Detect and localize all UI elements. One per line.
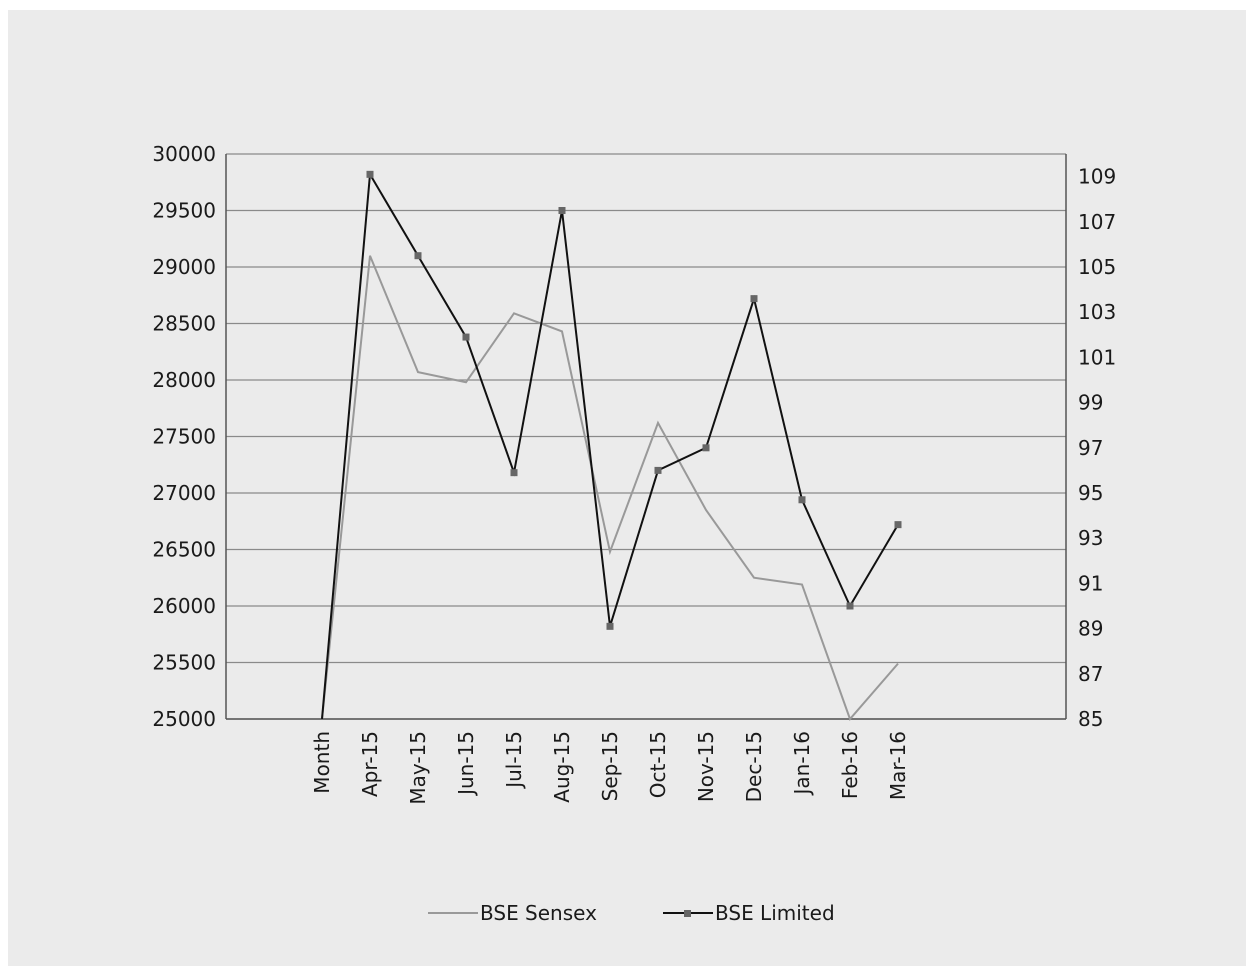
x-tick-label: Jan-16 — [790, 731, 814, 797]
data-point-bse-limited — [750, 295, 758, 303]
x-tick-label: Apr-15 — [358, 731, 382, 797]
right-y-tick-label: 103 — [1078, 300, 1116, 324]
x-axis-ticks: Month Apr-15 May-15 Jun-15 Jul-15 Aug-15 Sep-1… — [310, 731, 910, 805]
data-point-bse-limited — [846, 602, 854, 610]
data-point-bse-limited — [606, 622, 614, 630]
data-point-bse-limited — [414, 252, 422, 260]
gridlines — [226, 153, 1066, 720]
left-y-tick-label: 26500 — [152, 538, 216, 562]
left-y-tick-label: 29000 — [152, 255, 216, 279]
right-y-tick-label: 95 — [1078, 481, 1103, 505]
left-y-axis-ticks: 25000 25500 26000 26500 27000 27500 28000 28500… — [152, 142, 216, 731]
x-tick-label: May-15 — [406, 731, 430, 805]
left-y-tick-label: 25500 — [152, 651, 216, 675]
data-point-bse-limited — [894, 521, 902, 529]
left-y-tick-label: 26000 — [152, 594, 216, 618]
data-point-bse-limited — [462, 333, 470, 341]
right-y-tick-label: 85 — [1078, 707, 1103, 731]
left-y-tick-label: 28000 — [152, 368, 216, 392]
data-point-bse-limited — [702, 444, 710, 452]
x-tick-label: Oct-15 — [646, 731, 670, 798]
right-y-tick-label: 87 — [1078, 662, 1103, 686]
left-y-tick-label: 27000 — [152, 481, 216, 505]
series-line-bse-limited — [321, 171, 899, 720]
right-y-tick-label: 89 — [1078, 617, 1103, 641]
right-y-tick-label: 105 — [1078, 255, 1116, 279]
data-point-bse-limited — [366, 170, 374, 178]
line-chart: 25000 25500 26000 26500 27000 27500 28000 28500… — [152, 142, 1116, 925]
right-y-tick-label: 101 — [1078, 345, 1116, 369]
x-tick-label: Sep-15 — [598, 731, 622, 801]
left-y-tick-label: 28500 — [152, 312, 216, 336]
data-point-bse-limited — [798, 496, 806, 504]
legend-label-bse-sensex: BSE Sensex — [480, 901, 597, 925]
x-tick-label: Feb-16 — [838, 731, 862, 799]
x-tick-label: Nov-15 — [694, 731, 718, 802]
right-y-tick-label: 93 — [1078, 526, 1103, 550]
left-y-tick-label: 27500 — [152, 425, 216, 449]
right-y-axis-ticks: 85 87 89 91 93 95 97 99 101 103 105 107 109 — [1078, 165, 1116, 731]
right-y-tick-label: 107 — [1078, 210, 1116, 234]
data-point-bse-limited — [510, 469, 518, 477]
series-line-bse-sensex — [321, 255, 899, 721]
right-y-tick-label: 109 — [1078, 165, 1116, 189]
axes — [225, 154, 1067, 720]
x-tick-label: Jun-15 — [454, 731, 478, 797]
legend-label-bse-limited: BSE Limited — [715, 901, 835, 925]
x-tick-label: Month — [310, 731, 334, 794]
x-tick-label: Dec-15 — [742, 731, 766, 802]
chart-panel: 25000 25500 26000 26500 27000 27500 28000 28500… — [8, 10, 1246, 966]
series — [321, 170, 902, 721]
data-point-bse-limited — [654, 466, 662, 474]
right-y-tick-label: 97 — [1078, 436, 1103, 460]
right-y-tick-label: 99 — [1078, 391, 1103, 415]
data-point-bse-limited — [558, 207, 566, 214]
x-tick-label: Mar-16 — [886, 731, 910, 800]
left-y-tick-label: 30000 — [152, 142, 216, 166]
left-y-tick-label: 25000 — [152, 707, 216, 731]
x-tick-label: Aug-15 — [550, 731, 574, 803]
left-y-tick-label: 29500 — [152, 199, 216, 223]
x-tick-label: Jul-15 — [502, 731, 526, 790]
right-y-tick-label: 91 — [1078, 571, 1103, 595]
legend-marker-bse-limited — [684, 910, 691, 917]
legend: BSE Sensex BSE Limited — [428, 901, 835, 925]
